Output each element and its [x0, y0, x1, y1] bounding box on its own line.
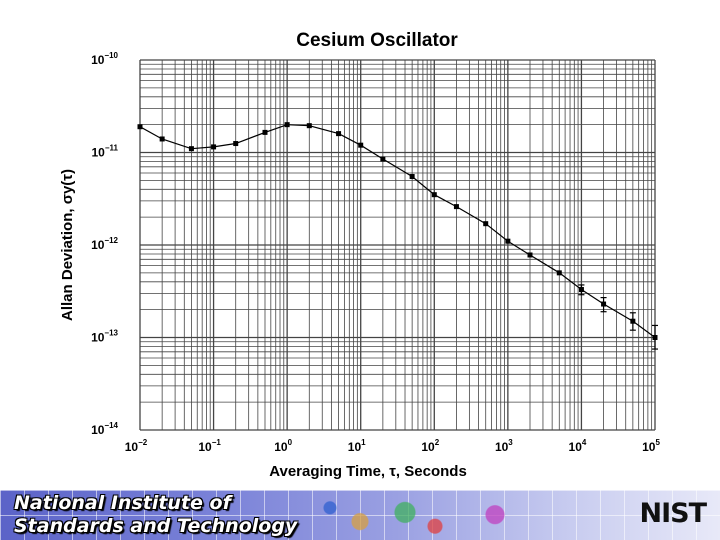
- x-tick-label: 10−2: [125, 438, 148, 454]
- x-tick-label: 10−1: [198, 438, 221, 454]
- data-point: [483, 221, 489, 227]
- y-tick-label: 10−12: [91, 236, 118, 252]
- banner-decoration: [270, 494, 570, 540]
- data-point: [630, 318, 636, 324]
- y-tick-label: 10−14: [91, 421, 118, 437]
- x-axis-label: Averaging Time, τ, Seconds: [269, 463, 467, 480]
- data-point: [306, 123, 312, 129]
- x-tick-label: 101: [348, 438, 366, 454]
- chart-title: Cesium Oscillator: [296, 30, 458, 51]
- institution-name-line1: National Institute of: [14, 492, 231, 514]
- institution-name-line2: Standards and Technology: [14, 515, 298, 537]
- data-point: [527, 252, 533, 258]
- data-point: [431, 192, 437, 198]
- y-tick-labels: 10−10 10−11 10−12 10−13 10−14: [91, 51, 118, 437]
- data-point: [211, 144, 217, 150]
- allan-deviation-chart: Cesium Oscillator 10−1010−1110−1210−1310…: [59, 30, 661, 480]
- x-tick-label: 105: [642, 438, 660, 454]
- data-point: [159, 136, 165, 142]
- data-point: [453, 204, 459, 210]
- x-tick-label: 100: [274, 438, 292, 454]
- data-point: [380, 156, 386, 162]
- data-point: [233, 141, 239, 147]
- data-point: [137, 124, 143, 130]
- y-tick-label: 10−11: [92, 144, 119, 160]
- data-point: [505, 238, 511, 244]
- data-point: [578, 287, 584, 293]
- x-tick-label: 102: [421, 438, 439, 454]
- institution-name: National Institute of Standards and Tech…: [14, 492, 297, 538]
- data-point: [284, 122, 290, 128]
- data-point: [409, 174, 415, 180]
- x-tick-label: 103: [495, 438, 513, 454]
- y-tick-label: 10−13: [91, 329, 118, 345]
- data-point: [556, 270, 562, 276]
- data-point: [652, 335, 658, 340]
- series-line: [139, 124, 656, 338]
- y-axis-label: Allan Deviation, σy(τ): [59, 169, 76, 321]
- data-point: [188, 146, 194, 152]
- y-tick-label: 10−10: [91, 51, 118, 67]
- data-point: [336, 131, 342, 137]
- x-tick-label: 104: [569, 438, 587, 454]
- x-tick-labels: 10−2 10−1 100 101 102 103 104 105: [125, 438, 661, 454]
- data-point: [358, 142, 364, 148]
- data-series: [137, 122, 658, 350]
- data-point: [601, 301, 607, 307]
- plot-grid: [139, 59, 656, 431]
- institution-banner: National Institute of Standards and Tech…: [0, 490, 720, 540]
- data-point: [262, 129, 268, 135]
- nist-logo: NIST: [639, 498, 707, 529]
